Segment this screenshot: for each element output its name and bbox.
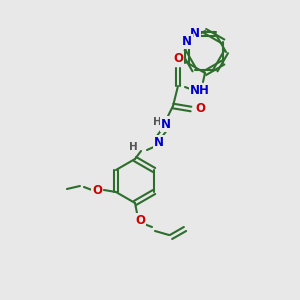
Text: N: N (161, 118, 171, 130)
Text: O: O (173, 52, 183, 65)
Text: O: O (195, 103, 205, 116)
Text: NH: NH (190, 85, 210, 98)
Text: O: O (135, 214, 145, 227)
Text: N: N (154, 136, 164, 149)
Text: H: H (153, 117, 161, 127)
Text: N: N (190, 27, 200, 40)
Text: N: N (182, 35, 192, 48)
Text: O: O (92, 184, 102, 196)
Text: H: H (129, 142, 137, 152)
